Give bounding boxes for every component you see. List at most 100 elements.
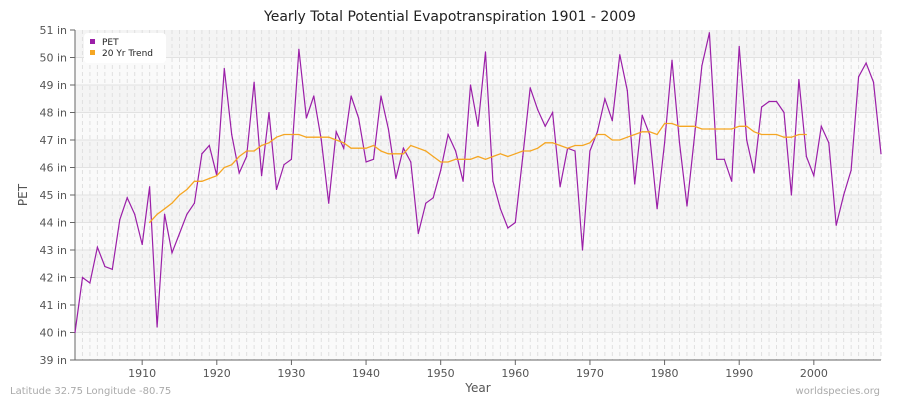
trend-point (514, 153, 516, 155)
legend-label-trend: 20 Yr Trend (102, 49, 153, 59)
pet-point (865, 62, 867, 64)
y-tick-label: 47 in (39, 134, 67, 147)
pet-point (268, 111, 270, 114)
pet-point (499, 208, 501, 210)
trend-point (626, 136, 628, 138)
pet-point (619, 54, 621, 56)
trend-point (738, 125, 740, 127)
pet-point (313, 95, 315, 97)
pet-point (246, 155, 248, 158)
trend-point (268, 142, 270, 144)
trend-point (492, 155, 494, 158)
pet-point (178, 232, 181, 235)
trend-point (768, 133, 770, 136)
pet-point (447, 133, 449, 136)
pet-point (484, 51, 487, 53)
trend-point (357, 147, 360, 149)
trend-point (380, 150, 382, 152)
pet-point (223, 67, 225, 70)
pet-point (104, 265, 106, 268)
trend-point (350, 147, 352, 149)
trend-point (559, 144, 561, 147)
trend-point (425, 150, 427, 152)
trend-point (462, 158, 464, 160)
trend-point (447, 161, 449, 163)
pet-point (193, 202, 196, 204)
pet-point (96, 246, 98, 248)
pet-point (604, 98, 606, 100)
legend-swatch-trend (90, 50, 95, 55)
pet-point (843, 194, 845, 196)
y-tick-label: 51 in (39, 24, 67, 37)
trend-point (402, 153, 404, 155)
trend-point (387, 153, 390, 155)
pet-point (260, 175, 263, 177)
legend: PET 20 Yr Trend (84, 33, 166, 63)
x-tick-label: 1930 (277, 367, 305, 380)
trend-point (477, 155, 479, 158)
trend-point (693, 125, 696, 127)
x-tick-label: 1910 (128, 367, 156, 380)
trend-point (328, 136, 330, 138)
trend-point (604, 133, 606, 136)
y-tick-label: 43 in (39, 244, 67, 257)
trend-point (163, 208, 166, 210)
pet-point (686, 205, 688, 207)
chart-title: Yearly Total Potential Evapotranspiratio… (263, 9, 636, 25)
trend-point (469, 158, 472, 160)
trend-point (589, 142, 591, 144)
pet-point (544, 125, 546, 127)
pet-point (328, 202, 330, 204)
pet-point (335, 131, 337, 133)
pet-point (432, 197, 434, 199)
y-tick-label: 39 in (39, 354, 67, 367)
pet-point (387, 128, 390, 130)
trend-point (611, 139, 613, 141)
pet-point (850, 169, 852, 171)
trend-point (634, 133, 636, 136)
trend-point (335, 139, 337, 141)
trend-point (805, 133, 807, 136)
trend-point (156, 213, 158, 215)
trend-point (216, 175, 218, 177)
trend-point (343, 142, 345, 144)
trend-point (746, 125, 748, 127)
x-tick-label: 2000 (800, 367, 828, 380)
pet-point (760, 106, 763, 108)
pet-point (828, 142, 830, 144)
pet-point (783, 111, 785, 114)
pet-point (813, 175, 815, 177)
y-tick-label: 44 in (39, 217, 67, 230)
pet-point (231, 133, 233, 136)
pet-point (156, 326, 158, 328)
y-tick-label: 48 in (39, 107, 67, 120)
pet-point (559, 186, 561, 188)
pet-point (372, 158, 375, 160)
pet-point (238, 172, 240, 174)
trend-point (365, 147, 367, 149)
pet-point (89, 282, 91, 284)
trend-point (484, 158, 487, 160)
pet-point (320, 139, 322, 141)
trend-point (574, 144, 576, 147)
trend-point (432, 155, 434, 158)
pet-point (581, 249, 584, 251)
pet-point (753, 172, 755, 174)
pet-point (455, 150, 457, 152)
pet-point (402, 147, 404, 149)
pet-point (835, 224, 837, 226)
trend-point (298, 133, 300, 136)
trend-point (544, 142, 546, 144)
y-tick-label: 40 in (39, 327, 67, 340)
trend-point (641, 131, 643, 133)
trend-point (790, 136, 793, 138)
y-tick-label: 41 in (39, 299, 67, 312)
trend-point (395, 153, 397, 155)
pet-point (768, 100, 770, 103)
vertical-grid (74, 30, 882, 360)
pet-point (305, 117, 307, 119)
pet-point (858, 76, 860, 78)
pet-point (529, 87, 531, 89)
pet-point (611, 120, 613, 122)
trend-point (253, 150, 255, 152)
